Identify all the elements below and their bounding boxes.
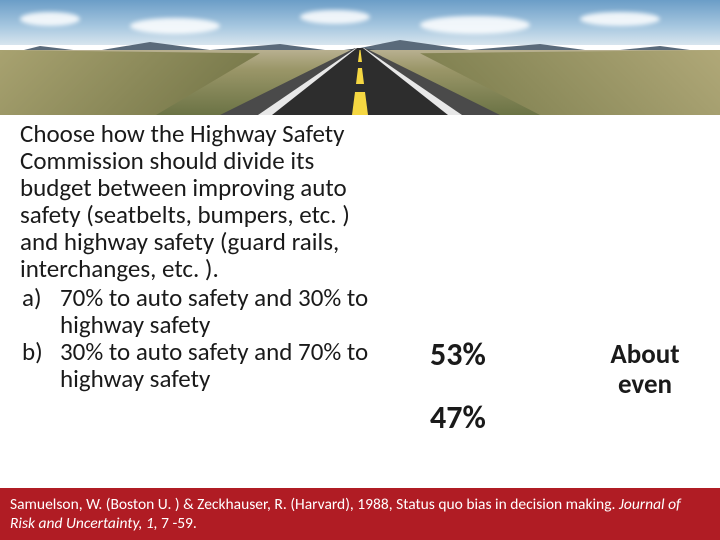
clouds-layer [0,8,720,38]
citation-prefix: Samuelson, W. (Boston U. ) & Zeckhauser,… [10,495,619,514]
option-text: 70% to auto safety and 30% to highway sa… [60,284,390,338]
slide: Choose how the Highway Safety Commission… [0,0,720,540]
verdict-line-2: even [618,368,672,401]
citation-pages: 7 -59. [158,514,197,533]
option-label: a) [20,284,60,338]
option-a: a) 70% to auto safety and 30% to highway… [20,284,390,338]
cloud [130,18,220,34]
citation-bar: Samuelson, W. (Boston U. ) & Zeckhauser,… [0,488,720,540]
option-text: 30% to auto safety and 70% to highway sa… [60,338,390,392]
road-region [0,48,720,115]
citation-text: Samuelson, W. (Boston U. ) & Zeckhauser,… [10,495,708,534]
cloud [300,10,370,24]
option-b: b) 30% to auto safety and 70% to highway… [20,338,390,392]
cloud [420,16,530,34]
percentage-a: 53% [430,335,486,374]
percentages-column: 53% 47% [400,120,550,480]
option-label: b) [20,338,60,392]
percentage-b: 47% [430,398,486,437]
content-area: Choose how the Highway Safety Commission… [20,120,700,480]
options-list: a) 70% to auto safety and 30% to highway… [20,284,390,392]
question-column: Choose how the Highway Safety Commission… [20,120,400,480]
verdict-text: About even [590,340,700,399]
highway-photo-banner [0,0,720,115]
verdict-column: About even [550,120,700,480]
question-text: Choose how the Highway Safety Commission… [20,120,390,282]
cloud [580,12,660,26]
cloud [20,12,80,26]
verdict-line-1: About [610,338,679,371]
